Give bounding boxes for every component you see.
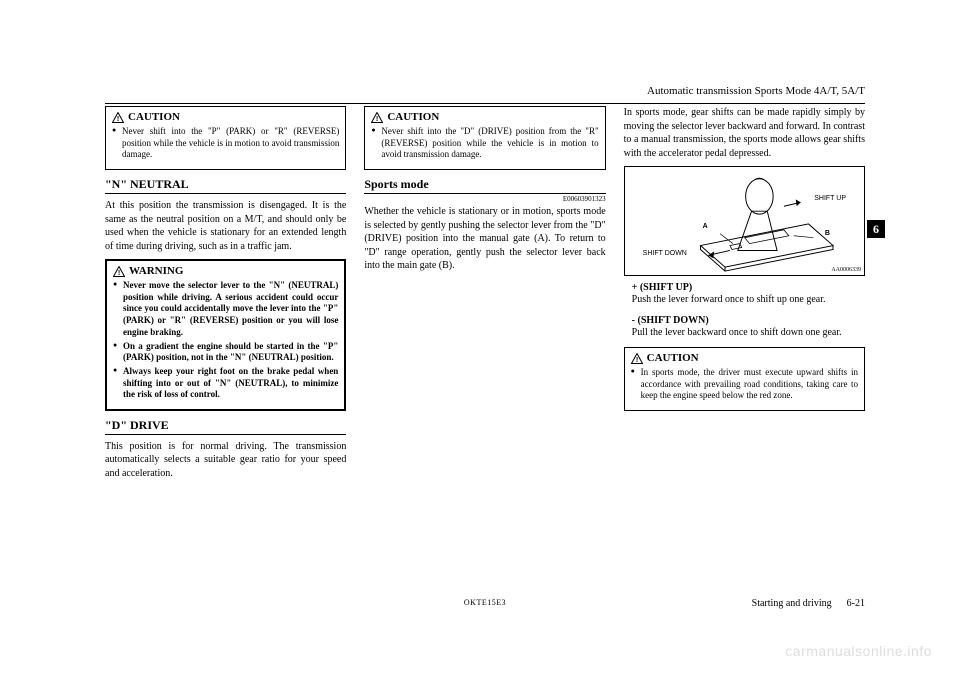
warning-box: ! WARNING Never move the selector lever … xyxy=(105,259,346,411)
caution-header: ! CAUTION xyxy=(371,111,598,123)
svg-text:!: ! xyxy=(635,357,637,364)
drive-heading: "D" DRIVE xyxy=(105,418,346,435)
footer-doc-code: OKTE15E3 xyxy=(464,598,506,607)
warning-list: Never move the selector lever to the "N"… xyxy=(113,280,338,401)
page-footer: OKTE15E3 Starting and driving 6-21 xyxy=(105,598,865,609)
caution-list: In sports mode, the driver must execute … xyxy=(631,367,858,402)
warning-label: WARNING xyxy=(129,265,183,277)
footer-page-number: 6-21 xyxy=(847,598,865,609)
chapter-tab: 6 xyxy=(867,220,885,238)
manual-page: Automatic transmission Sports Mode 4A/T,… xyxy=(0,0,960,526)
warning-item: On a gradient the engine should be start… xyxy=(113,341,338,364)
figure-label-a: A xyxy=(703,223,708,230)
shift-up-label: SHIFT UP xyxy=(814,195,846,202)
warning-item: Always keep your right foot on the brake… xyxy=(113,366,338,401)
caution-label: CAUTION xyxy=(128,111,180,123)
header-rule xyxy=(105,103,865,104)
caution-box-1: ! CAUTION Never shift into the "P" (PARK… xyxy=(105,106,346,170)
warning-triangle-icon: ! xyxy=(371,112,383,123)
caution-header: ! CAUTION xyxy=(112,111,339,123)
shift-down-description: Pull the lever backward once to shift do… xyxy=(632,326,865,340)
caution-item: Never shift into the "D" (DRIVE) positio… xyxy=(371,126,598,161)
caution-item: In sports mode, the driver must execute … xyxy=(631,367,858,402)
sports-mode-heading: Sports mode xyxy=(364,177,605,194)
svg-text:!: ! xyxy=(118,270,120,277)
caution-item: Never shift into the "P" (PARK) or "R" (… xyxy=(112,126,339,161)
footer-section: Starting and driving xyxy=(752,598,832,609)
neutral-text: At this position the transmission is dis… xyxy=(105,199,346,253)
warning-item: Never move the selector lever to the "N"… xyxy=(113,280,338,338)
caution-list: Never shift into the "D" (DRIVE) positio… xyxy=(371,126,598,161)
caution-header: ! CAUTION xyxy=(631,352,858,364)
caution-list: Never shift into the "P" (PARK) or "R" (… xyxy=(112,126,339,161)
shift-up-term: + (SHIFT UP) xyxy=(632,282,865,293)
figure-label-b: B xyxy=(825,230,830,237)
drive-text: This position is for normal driving. The… xyxy=(105,440,346,481)
reference-code: E00603901323 xyxy=(364,195,605,203)
svg-text:!: ! xyxy=(117,116,119,123)
warning-triangle-icon: ! xyxy=(112,112,124,123)
warning-triangle-icon: ! xyxy=(113,266,125,277)
content-columns: ! CAUTION Never shift into the "P" (PARK… xyxy=(105,106,865,486)
column-2: ! CAUTION Never shift into the "D" (DRIV… xyxy=(364,106,605,486)
caution-label: CAUTION xyxy=(387,111,439,123)
sports-mode-text: Whether the vehicle is stationary or in … xyxy=(364,205,605,273)
warning-triangle-icon: ! xyxy=(631,353,643,364)
page-header-title: Automatic transmission Sports Mode 4A/T,… xyxy=(105,85,865,97)
shift-up-description: Push the lever forward once to shift up … xyxy=(632,293,865,307)
footer-right: Starting and driving 6-21 xyxy=(752,598,865,609)
shift-lever-illustration xyxy=(625,167,864,275)
sports-intro-text: In sports mode, gear shifts can be made … xyxy=(624,106,865,160)
column-3: In sports mode, gear shifts can be made … xyxy=(624,106,865,486)
shift-lever-figure: SHIFT UP SHIFT DOWN A B AA0006339 xyxy=(624,166,865,276)
caution-box-3: ! CAUTION In sports mode, the driver mus… xyxy=(624,347,865,411)
warning-header: ! WARNING xyxy=(113,265,338,277)
column-1: ! CAUTION Never shift into the "P" (PARK… xyxy=(105,106,346,486)
shift-down-term: - (SHIFT DOWN) xyxy=(632,315,865,326)
neutral-heading: "N" NEUTRAL xyxy=(105,177,346,194)
shift-down-label: SHIFT DOWN xyxy=(643,250,687,257)
caution-label: CAUTION xyxy=(647,352,699,364)
figure-code: AA0006339 xyxy=(831,267,861,273)
caution-box-2: ! CAUTION Never shift into the "D" (DRIV… xyxy=(364,106,605,170)
watermark: carmanualsonline.info xyxy=(785,643,932,659)
svg-text:!: ! xyxy=(376,116,378,123)
